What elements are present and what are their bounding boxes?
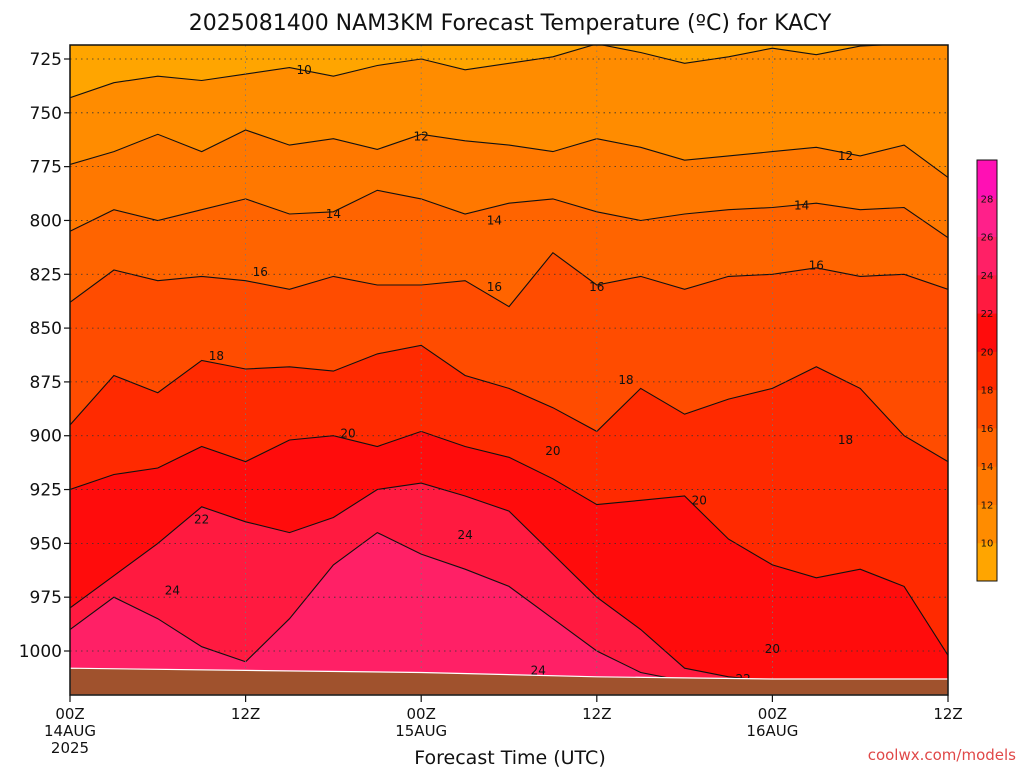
y-tick-label-750: 750	[30, 104, 62, 124]
x-axis-label: Forecast Time (UTC)	[414, 747, 605, 768]
colorbar-label-16: 16	[981, 424, 994, 435]
y-tick-label-950: 950	[30, 534, 62, 554]
colorbar-border	[976, 159, 998, 582]
colorbar-label-20: 20	[981, 347, 994, 358]
y-tick-label-800: 800	[30, 211, 62, 231]
contour-label-5: 14	[794, 198, 809, 212]
x-tick-label-h12-0: 12Z	[231, 705, 260, 723]
contour-label-2: 12	[838, 149, 853, 163]
y-tick-label-725: 725	[30, 50, 62, 70]
isotherm-12	[70, 129, 948, 178]
x-tick-label-h48-1: 16AUG	[746, 722, 798, 740]
contour-labels: 1012121414141616161618181820202020222224…	[165, 63, 853, 686]
colorbar-label-10: 10	[981, 539, 994, 550]
colorbar-swatch-28	[977, 160, 997, 199]
ground-mask	[70, 667, 948, 695]
contour-label-16: 20	[765, 642, 780, 656]
contour-label-3: 14	[326, 207, 341, 221]
colorbar-swatch-8	[977, 542, 997, 582]
colorbar-label-14: 14	[981, 462, 994, 473]
colorbar-swatch-16	[977, 389, 997, 429]
plot-area: 1012121414141616161618181820202020222224…	[70, 45, 948, 695]
grid	[70, 45, 948, 695]
y-tick-label-900: 900	[30, 427, 62, 447]
contour-label-14: 20	[545, 444, 560, 458]
x-tick-label-h48-0: 00Z	[758, 705, 787, 723]
colorbar: 10 12 14 16 18 20 22 24 26 28	[976, 159, 998, 582]
colorbar-swatch-18	[977, 351, 997, 391]
colorbar-label-18: 18	[981, 386, 994, 397]
isotherm-20	[70, 430, 948, 656]
plot-border	[69, 44, 949, 696]
contour-label-19: 24	[457, 528, 472, 542]
colorbar-swatch-22	[977, 274, 997, 314]
contour-label-7: 16	[487, 280, 502, 294]
contour-label-4: 14	[487, 213, 502, 227]
colorbar-swatch-24	[977, 236, 997, 276]
x-tick-label-h24-1: 15AUG	[395, 722, 447, 740]
colorbar-swatch-20	[977, 313, 997, 352]
y-axis: 725 750 775 800 825 850 875 900 925 950 975 1000	[19, 50, 70, 662]
isotherm-14	[70, 189, 948, 239]
y-tick-label-875: 875	[30, 373, 62, 393]
contour-label-12: 18	[838, 433, 853, 447]
contour-label-10: 18	[209, 349, 224, 363]
contour-label-6: 16	[253, 265, 268, 279]
x-tick-label-h0-0: 00Z	[55, 705, 84, 723]
isotherm-18	[70, 344, 948, 463]
contour-label-17: 22	[194, 513, 209, 527]
colorbar-swatch-12	[977, 466, 997, 505]
contour-label-15: 20	[692, 493, 707, 507]
isotherm-16	[70, 251, 948, 308]
chart-title: 2025081400 NAM3KM Forecast Temperature (…	[189, 11, 832, 36]
contour-label-11: 18	[618, 373, 633, 387]
y-tick-label-775: 775	[30, 158, 62, 178]
y-tick-label-975: 975	[30, 588, 62, 608]
isotherm-24	[70, 531, 729, 682]
contour-label-13: 20	[340, 427, 355, 441]
isotherm-10	[70, 45, 894, 99]
credit-text: coolwx.com/models	[868, 746, 1016, 764]
band-above-24	[70, 532, 729, 695]
temperature-fill	[70, 45, 948, 695]
y-tick-label-850: 850	[30, 319, 62, 339]
colorbar-swatch-10	[977, 504, 997, 544]
contour-label-20: 24	[165, 584, 180, 598]
contour-label-1: 12	[414, 129, 429, 143]
x-tick-label-h24-0: 00Z	[407, 705, 436, 723]
colorbar-label-26: 26	[981, 233, 994, 244]
x-tick-label-h0-2: 2025	[51, 739, 89, 757]
colorbar-label-28: 28	[981, 194, 994, 205]
colorbar-label-24: 24	[981, 271, 994, 282]
colorbar-swatch-26	[977, 198, 997, 238]
contour-label-0: 10	[296, 63, 311, 77]
contour-label-9: 16	[809, 259, 824, 273]
ground-area	[70, 667, 948, 695]
contour-label-8: 16	[589, 280, 604, 294]
y-tick-label-925: 925	[30, 481, 62, 501]
x-tick-label-h60-0: 12Z	[933, 705, 962, 723]
colorbar-label-22: 22	[981, 309, 994, 320]
x-tick-label-h0-1: 14AUG	[44, 722, 96, 740]
colorbar-swatch-14	[977, 427, 997, 467]
colorbar-label-12: 12	[981, 500, 994, 511]
contour-label-21: 24	[531, 663, 546, 677]
x-tick-label-h36-0: 12Z	[582, 705, 611, 723]
y-tick-label-1000: 1000	[19, 642, 62, 662]
y-tick-label-825: 825	[30, 265, 62, 285]
